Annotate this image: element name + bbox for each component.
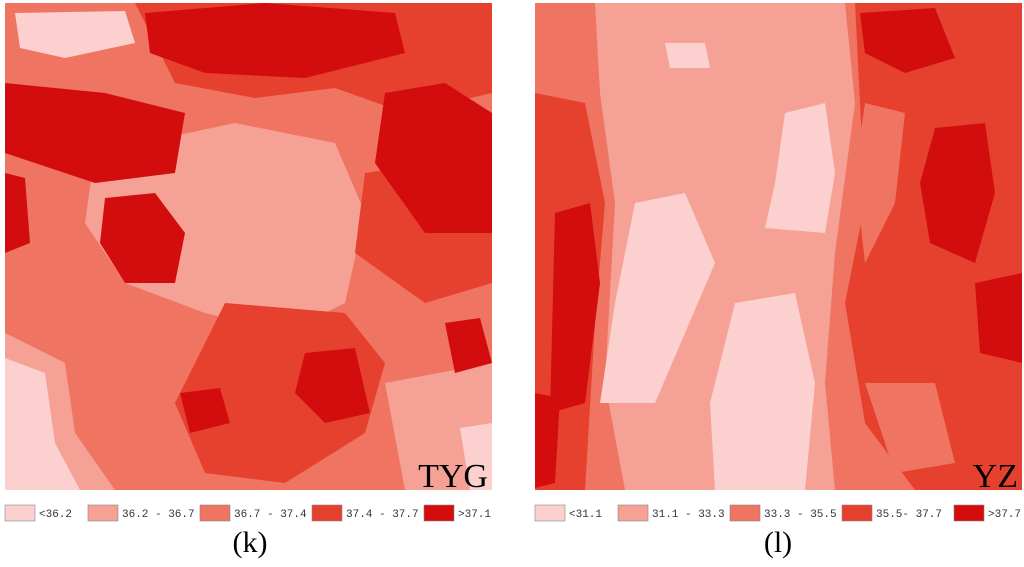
legend-label: >37.7 — [988, 509, 1021, 521]
legend-label: 35.5- 37.7 — [876, 509, 942, 521]
map-region — [100, 193, 185, 283]
map-region — [860, 8, 955, 73]
legend-label: <36.2 — [39, 509, 72, 521]
map-label: TYG — [418, 458, 488, 495]
map-k: TYG — [5, 3, 492, 495]
map-label: YZ — [973, 458, 1018, 495]
legend-swatch — [953, 504, 985, 522]
legend-swatch — [617, 504, 649, 522]
map-region — [865, 383, 955, 473]
map-region — [295, 348, 370, 423]
map-region — [445, 318, 492, 373]
legend-label: 31.1 - 33.3 — [652, 509, 725, 521]
map-region — [710, 293, 815, 490]
map-region — [920, 123, 995, 263]
map-region — [600, 193, 715, 403]
panel-label: (k) — [233, 526, 268, 559]
map-region — [5, 358, 80, 490]
map-region — [460, 423, 492, 490]
legend-label: 37.4 - 37.7 — [346, 509, 419, 521]
map-region — [550, 203, 600, 413]
legend-label: >37.1 — [458, 509, 491, 521]
map-region — [145, 3, 405, 78]
legend-swatch — [423, 504, 455, 522]
map-region — [5, 83, 185, 183]
legend-swatch — [841, 504, 873, 522]
panel-label: (l) — [764, 526, 792, 559]
map-region — [175, 303, 385, 483]
map-region — [15, 11, 135, 58]
map-region — [975, 273, 1022, 363]
map-region — [5, 173, 30, 253]
legend-label: <31.1 — [569, 509, 602, 521]
map-region — [180, 388, 230, 433]
legend-label: 36.7 - 37.4 — [234, 509, 307, 521]
map-region — [535, 393, 560, 488]
legend-swatch — [534, 504, 566, 522]
legend-label: 33.3 - 35.5 — [764, 509, 837, 521]
map-l: YZ — [535, 3, 1022, 495]
map-region — [665, 43, 710, 68]
legend-swatch — [87, 504, 119, 522]
legend-swatch — [199, 504, 231, 522]
legend-swatch — [4, 504, 36, 522]
map-region — [855, 103, 905, 263]
map-region — [375, 83, 492, 233]
legend-swatch — [729, 504, 761, 522]
map-region — [765, 103, 835, 233]
legend-swatch — [311, 504, 343, 522]
legend-label: 36.2 - 36.7 — [122, 509, 195, 521]
